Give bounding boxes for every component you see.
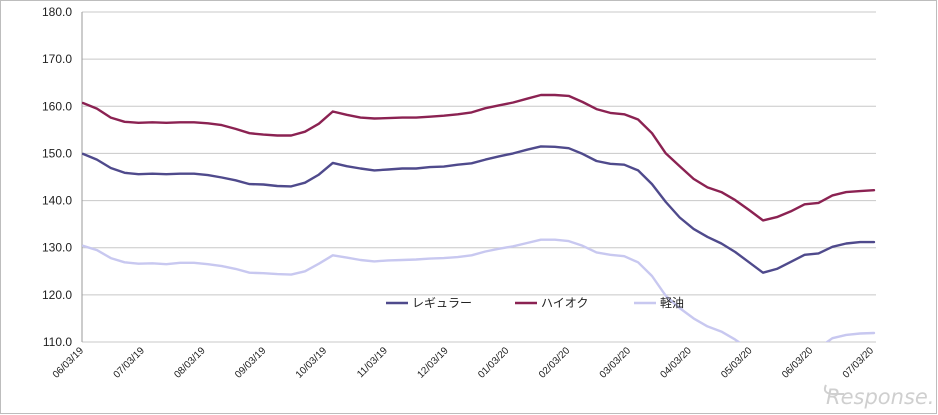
x-axis-ticks: 06/03/19 07/03/19 08/03/19 09/03/19 10/03/19… xyxy=(51,345,877,381)
legend-label: ハイオク xyxy=(541,296,589,310)
y-tick-label: 130.0 xyxy=(42,241,72,255)
legend-label: レギュラー xyxy=(412,296,472,310)
x-tick-label: 08/03/19 xyxy=(172,345,208,381)
y-tick-label: 160.0 xyxy=(42,99,72,113)
series-line-1 xyxy=(82,145,876,274)
legend: レギュラー ハイオク 軽油 xyxy=(386,296,684,310)
x-tick-label: 02/03/20 xyxy=(537,345,573,381)
x-tick-label: 06/03/19 xyxy=(51,345,87,381)
x-tick-label: 10/03/19 xyxy=(294,345,330,381)
x-tick-label: 07/03/19 xyxy=(112,345,148,381)
y-tick-label: 180.0 xyxy=(42,5,72,19)
x-tick-label: 03/03/20 xyxy=(598,345,634,381)
x-tick-label: 05/03/20 xyxy=(719,345,755,381)
x-tick-label: 11/03/19 xyxy=(355,345,390,380)
x-tick-label: 07/03/20 xyxy=(841,345,877,381)
y-tick-label: 150.0 xyxy=(42,146,72,160)
grid-lines xyxy=(81,11,876,343)
series-line-3 xyxy=(82,238,876,342)
y-tick-label: 170.0 xyxy=(42,52,72,66)
x-tick-label: 09/03/19 xyxy=(233,345,269,381)
x-tick-label: 01/03/20 xyxy=(476,345,512,381)
x-tick-label: 06/03/20 xyxy=(780,345,816,381)
watermark-logo: Response. xyxy=(823,384,934,409)
legend-label: 軽油 xyxy=(660,296,684,310)
y-axis-ticks: 110.0 120.0 130.0 140.0 150.0 160.0 170.0 180.0 xyxy=(42,5,72,349)
x-tick-label: 04/03/20 xyxy=(659,345,695,381)
x-tick-label: 12/03/19 xyxy=(415,345,451,381)
y-tick-label: 110.0 xyxy=(43,335,72,349)
y-tick-label: 140.0 xyxy=(42,194,72,208)
watermark-text: Response. xyxy=(826,385,934,409)
y-tick-label: 120.0 xyxy=(42,288,72,302)
series-lines xyxy=(82,93,876,342)
series-line-2 xyxy=(82,93,876,222)
watermark-swoosh xyxy=(823,384,844,395)
